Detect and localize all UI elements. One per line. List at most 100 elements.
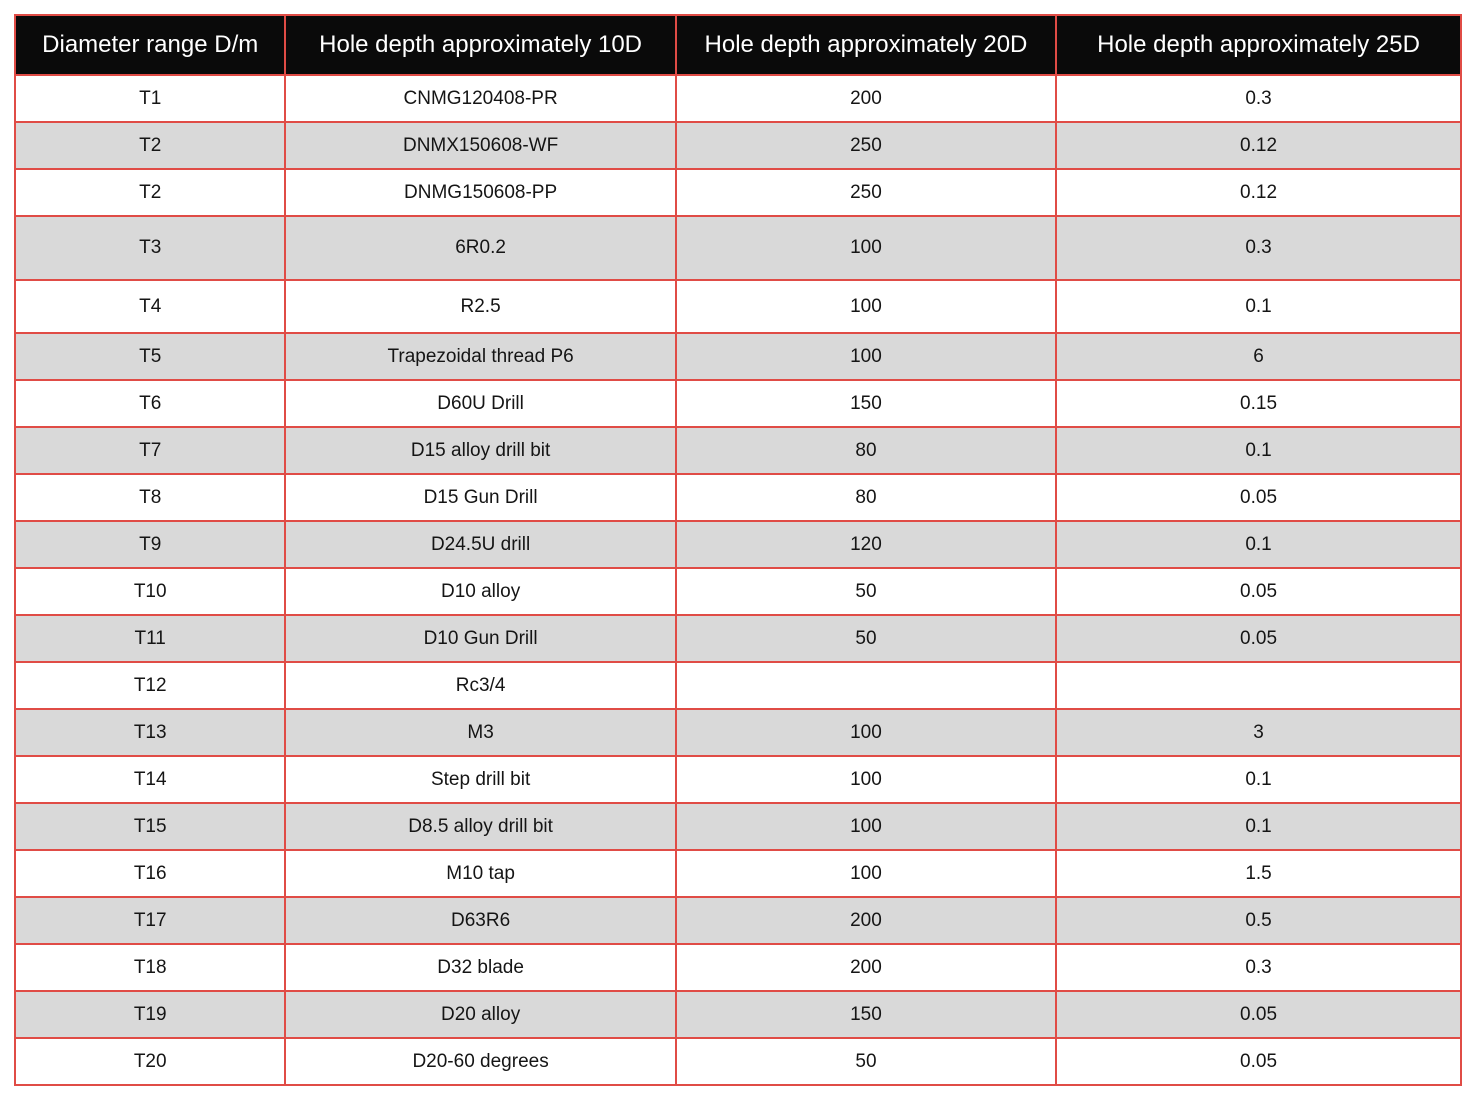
table-cell: T18 xyxy=(13,943,287,992)
table-row: T2 DNMG150608-PP 250 0.12 xyxy=(13,168,1462,217)
table-header: Diameter range D/m Hole depth approximate… xyxy=(13,14,1462,76)
table-cell: D15 alloy drill bit xyxy=(284,426,677,475)
table-cell: 0.05 xyxy=(1055,567,1462,616)
table-cell xyxy=(674,661,1058,710)
table-row: T2 DNMX150608-WF 250 0.12 xyxy=(13,121,1462,170)
tool-parameters-table: Diameter range D/m Hole depth approximate… xyxy=(13,14,1462,1086)
table-cell: D20-60 degrees xyxy=(284,1037,677,1086)
table-row: T12 Rc3/4 xyxy=(13,661,1462,710)
table-cell: DNMX150608-WF xyxy=(284,121,677,170)
table-row: T19 D20 alloy 150 0.05 xyxy=(13,990,1462,1039)
table-cell: 100 xyxy=(674,849,1058,898)
table-cell: 50 xyxy=(674,1037,1058,1086)
table-row: T15 D8.5 alloy drill bit 100 0.1 xyxy=(13,802,1462,851)
table-cell: 200 xyxy=(674,74,1058,123)
table-cell: Trapezoidal thread P6 xyxy=(284,332,677,381)
table-cell: T11 xyxy=(13,614,287,663)
table-cell: 150 xyxy=(674,990,1058,1039)
table-cell: 0.3 xyxy=(1055,74,1462,123)
column-header: Hole depth approximately 25D xyxy=(1055,14,1462,76)
table-cell: D10 alloy xyxy=(284,567,677,616)
table-cell: DNMG150608-PP xyxy=(284,168,677,217)
table-cell: 0.5 xyxy=(1055,896,1462,945)
table-cell: 6R0.2 xyxy=(284,215,677,281)
table-cell: 80 xyxy=(674,473,1058,522)
table-cell: D63R6 xyxy=(284,896,677,945)
table-cell: 0.1 xyxy=(1055,279,1462,334)
table-cell: D15 Gun Drill xyxy=(284,473,677,522)
table-cell: 0.1 xyxy=(1055,802,1462,851)
column-header: Diameter range D/m xyxy=(13,14,287,76)
table-cell: D24.5U drill xyxy=(284,520,677,569)
table-cell: R2.5 xyxy=(284,279,677,334)
table-cell: 0.1 xyxy=(1055,755,1462,804)
table-cell: 0.1 xyxy=(1055,426,1462,475)
table-row: T16 M10 tap 100 1.5 xyxy=(13,849,1462,898)
table-body: T1 CNMG120408-PR 200 0.3 T2 DNMX150608-WF 250 0… xyxy=(13,74,1462,1086)
column-header: Hole depth approximately 10D xyxy=(284,14,677,76)
table-cell: T2 xyxy=(13,121,287,170)
table-cell: T17 xyxy=(13,896,287,945)
table-cell: T3 xyxy=(13,215,287,281)
table-cell: Rc3/4 xyxy=(284,661,677,710)
table-cell: M10 tap xyxy=(284,849,677,898)
table-cell: 0.05 xyxy=(1055,614,1462,663)
table-cell: T19 xyxy=(13,990,287,1039)
table-cell: 0.15 xyxy=(1055,379,1462,428)
table-cell xyxy=(1055,661,1462,710)
table-cell: 120 xyxy=(674,520,1058,569)
table-cell: 0.3 xyxy=(1055,943,1462,992)
table-cell: T12 xyxy=(13,661,287,710)
table-cell: T13 xyxy=(13,708,287,757)
table-row: T1 CNMG120408-PR 200 0.3 xyxy=(13,74,1462,123)
table-cell: T2 xyxy=(13,168,287,217)
table-cell: T8 xyxy=(13,473,287,522)
table-cell: T7 xyxy=(13,426,287,475)
table-row: T11 D10 Gun Drill 50 0.05 xyxy=(13,614,1462,663)
table-cell: T10 xyxy=(13,567,287,616)
table-cell: D32 blade xyxy=(284,943,677,992)
table-row: T8 D15 Gun Drill 80 0.05 xyxy=(13,473,1462,522)
table-cell: 250 xyxy=(674,121,1058,170)
table-row: T14 Step drill bit 100 0.1 xyxy=(13,755,1462,804)
table-cell: D20 alloy xyxy=(284,990,677,1039)
table-cell: T6 xyxy=(13,379,287,428)
table-header-row: Diameter range D/m Hole depth approximate… xyxy=(13,14,1462,76)
table-cell: 6 xyxy=(1055,332,1462,381)
table-cell: 0.12 xyxy=(1055,168,1462,217)
table-cell: 0.1 xyxy=(1055,520,1462,569)
table-cell: T20 xyxy=(13,1037,287,1086)
table-cell: 250 xyxy=(674,168,1058,217)
table-cell: 50 xyxy=(674,614,1058,663)
table-cell: 0.12 xyxy=(1055,121,1462,170)
table-row: T3 6R0.2 100 0.3 xyxy=(13,215,1462,281)
table-cell: 150 xyxy=(674,379,1058,428)
table-cell: D60U Drill xyxy=(284,379,677,428)
table-cell: M3 xyxy=(284,708,677,757)
table-row: T6 D60U Drill 150 0.15 xyxy=(13,379,1462,428)
table-row: T20 D20-60 degrees 50 0.05 xyxy=(13,1037,1462,1086)
table-cell: 0.05 xyxy=(1055,990,1462,1039)
table-row: T7 D15 alloy drill bit 80 0.1 xyxy=(13,426,1462,475)
table-cell: 80 xyxy=(674,426,1058,475)
table-cell: 100 xyxy=(674,802,1058,851)
table-cell: D10 Gun Drill xyxy=(284,614,677,663)
table-row: T10 D10 alloy 50 0.05 xyxy=(13,567,1462,616)
table-cell: 0.05 xyxy=(1055,1037,1462,1086)
table-cell: 100 xyxy=(674,708,1058,757)
table-cell: T5 xyxy=(13,332,287,381)
table-cell: T9 xyxy=(13,520,287,569)
table-cell: 1.5 xyxy=(1055,849,1462,898)
column-header: Hole depth approximately 20D xyxy=(674,14,1058,76)
table-cell: T16 xyxy=(13,849,287,898)
table-cell: CNMG120408-PR xyxy=(284,74,677,123)
table-row: T13 M3 100 3 xyxy=(13,708,1462,757)
table-cell: 200 xyxy=(674,943,1058,992)
table-cell: 0.3 xyxy=(1055,215,1462,281)
table-row: T4 R2.5 100 0.1 xyxy=(13,279,1462,334)
table-cell: 200 xyxy=(674,896,1058,945)
table-row: T17 D63R6 200 0.5 xyxy=(13,896,1462,945)
table-cell: 100 xyxy=(674,755,1058,804)
table-row: T5 Trapezoidal thread P6 100 6 xyxy=(13,332,1462,381)
